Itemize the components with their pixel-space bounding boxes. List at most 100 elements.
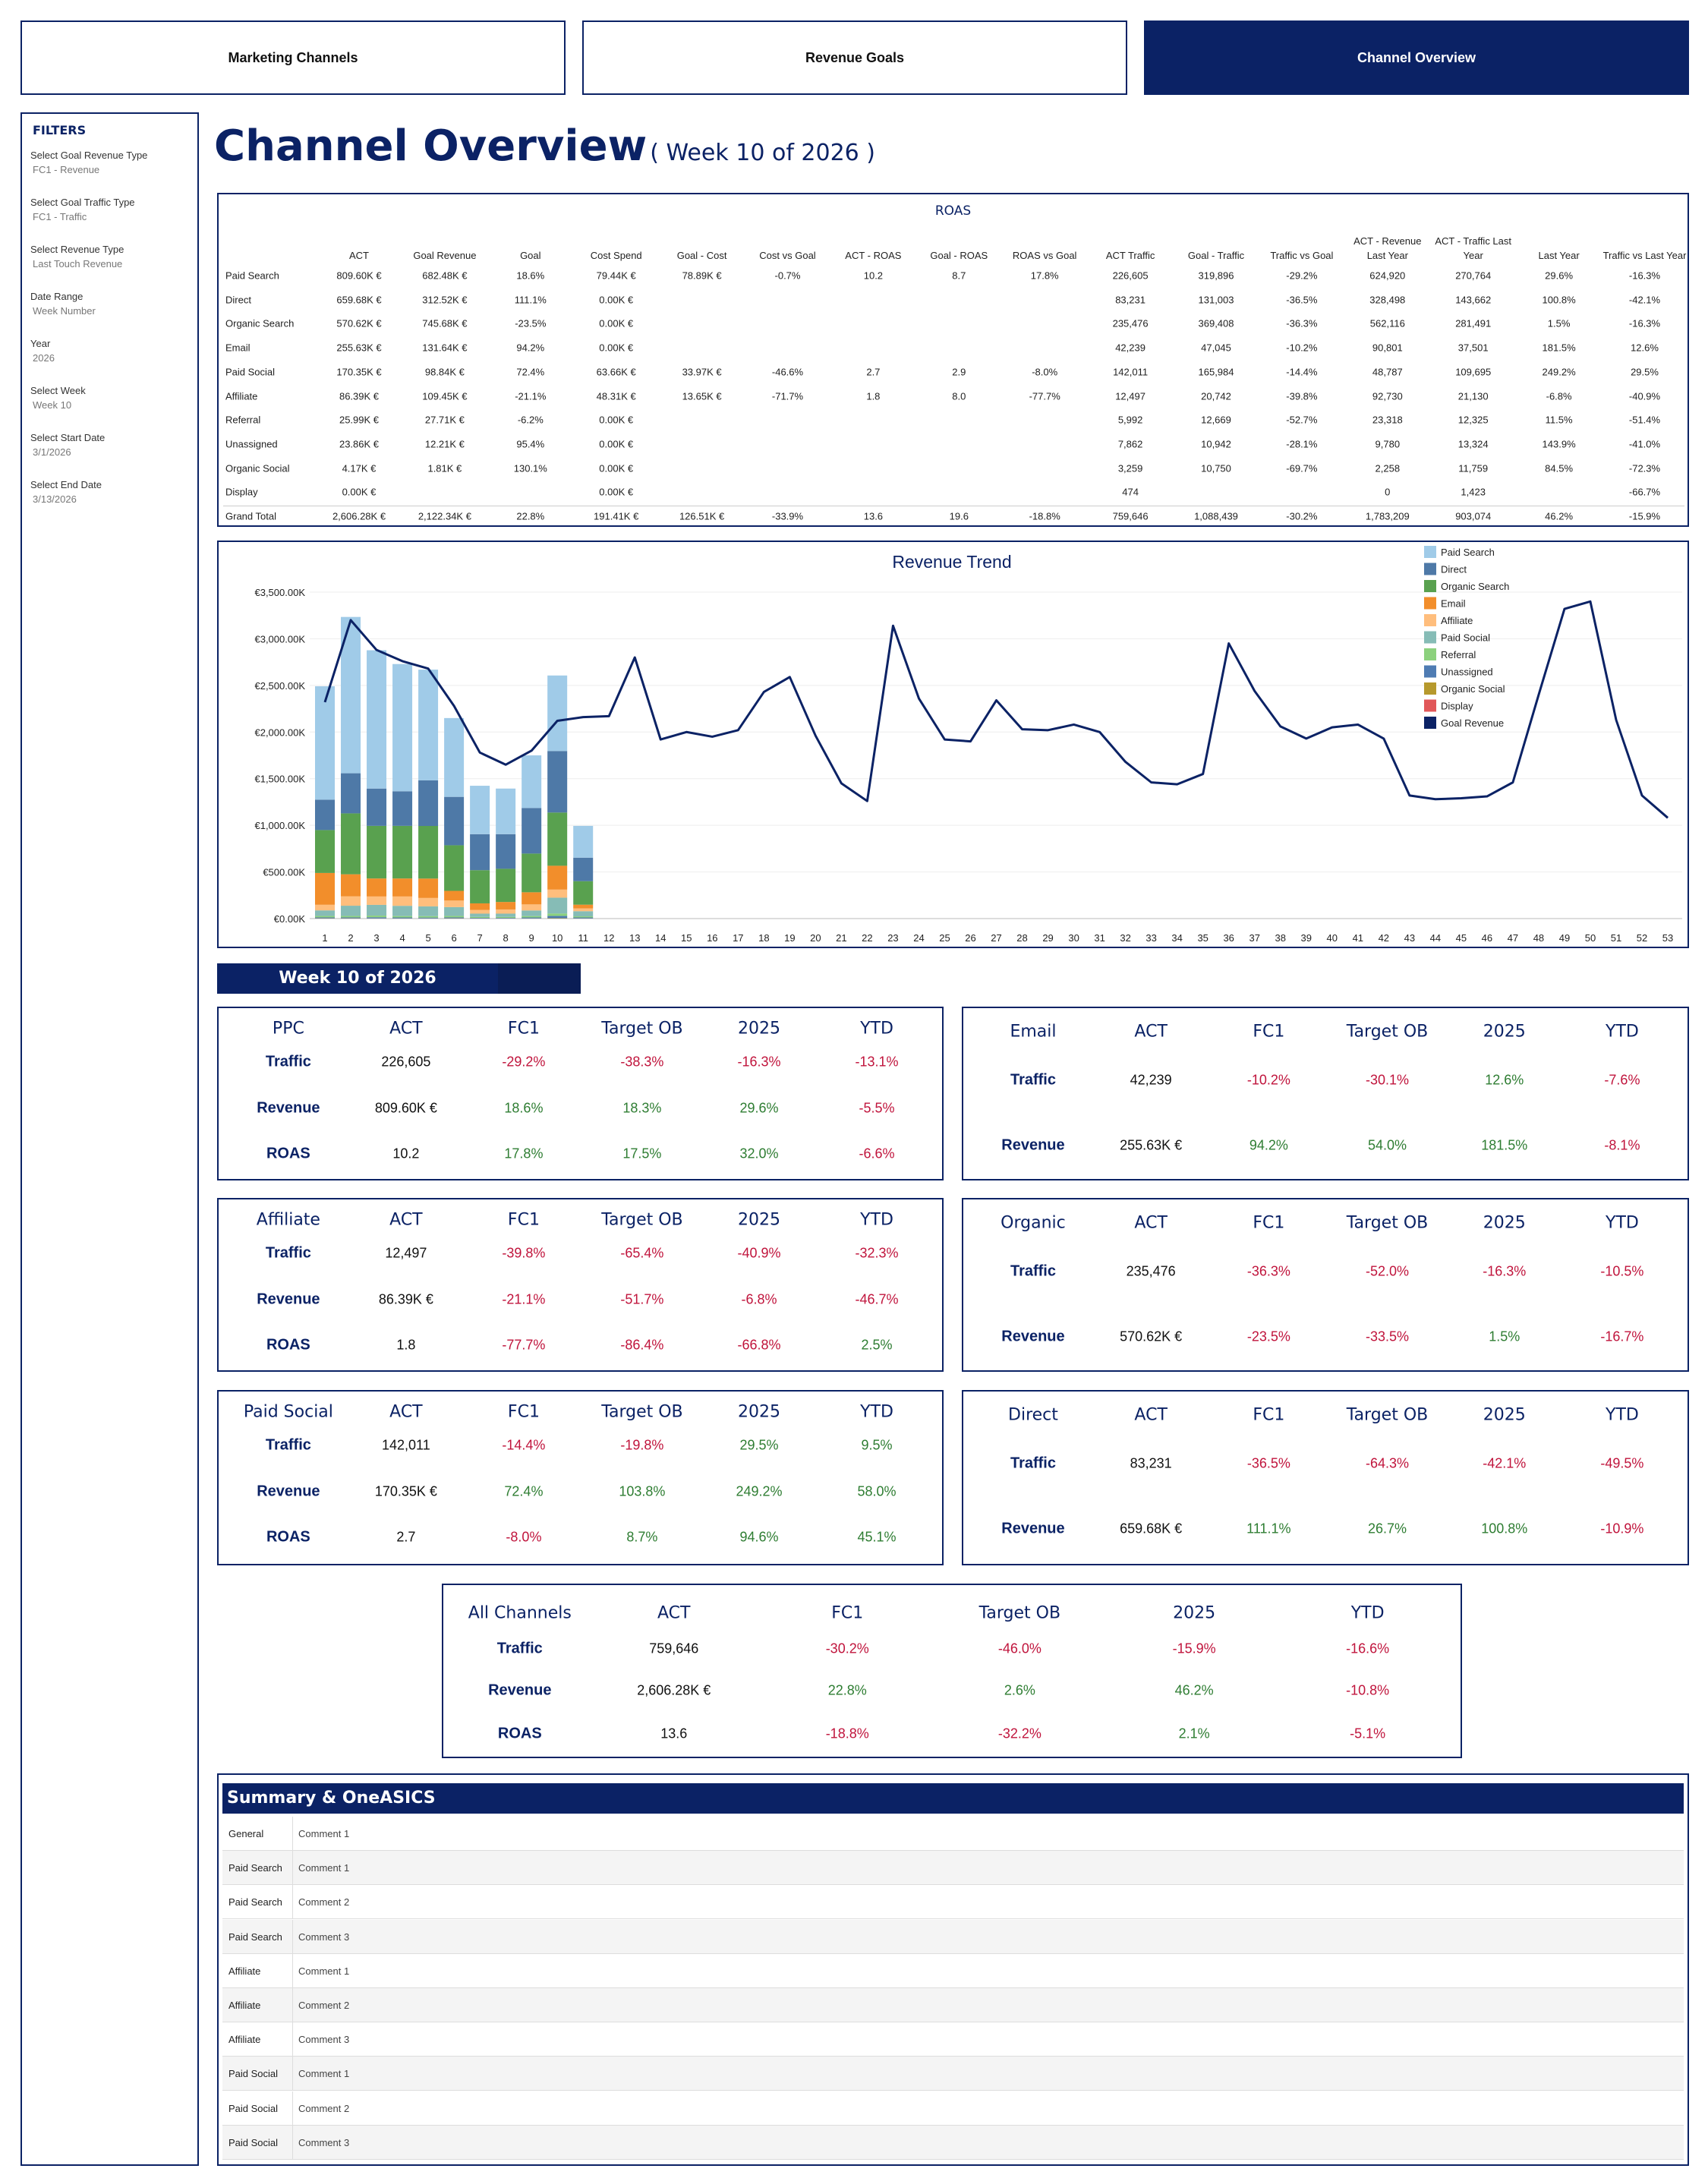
- bar-segment: [547, 889, 568, 898]
- bar-segment: [341, 916, 361, 918]
- card-value: -6.6%: [859, 1146, 895, 1161]
- table-cell: 903,074: [1455, 510, 1492, 522]
- nav-tab[interactable]: Channel Overview: [1144, 20, 1689, 95]
- legend-label: Direct: [1441, 564, 1467, 575]
- x-tick-label: 11: [578, 932, 588, 944]
- card-value: -46.0%: [997, 1641, 1042, 1656]
- bar-segment: [367, 917, 387, 919]
- card-value: 8.7%: [626, 1529, 658, 1545]
- bar-segment: [470, 903, 490, 910]
- bar-segment: [522, 904, 542, 911]
- filter-label: Select Start Date: [30, 432, 106, 443]
- filter-value[interactable]: 3/1/2026: [33, 446, 71, 458]
- filter-value[interactable]: Week 10: [33, 399, 72, 411]
- y-tick-label: €2,500.00K: [254, 680, 305, 692]
- table-cell: 90,801: [1372, 342, 1403, 354]
- table-cell: 1.81K €: [427, 462, 462, 474]
- x-tick-label: 3: [373, 932, 379, 944]
- column-header: Goal - Cost: [676, 250, 727, 261]
- table-title: ROAS: [934, 203, 972, 219]
- table-cell: 2,258: [1375, 462, 1401, 474]
- card-value: 13.6: [660, 1726, 688, 1741]
- x-tick-label: 39: [1301, 932, 1312, 944]
- table-cell: -41.0%: [1628, 438, 1661, 450]
- row-label: Referral: [225, 414, 261, 426]
- filter-value[interactable]: Last Touch Revenue: [33, 258, 123, 269]
- summary-category: Paid Search: [228, 1896, 282, 1909]
- card-title: Organic: [1001, 1213, 1066, 1233]
- table-cell: -39.8%: [1286, 390, 1318, 402]
- week-band: Week 10 of 2026: [217, 963, 581, 994]
- nav-tab[interactable]: Marketing Channels: [20, 20, 566, 95]
- card-value: 255.63K €: [1120, 1137, 1183, 1153]
- x-tick-label: 20: [810, 932, 821, 944]
- nav-tab[interactable]: Revenue Goals: [582, 20, 1127, 95]
- x-tick-label: 29: [1042, 932, 1053, 944]
- bar-segment: [547, 751, 568, 813]
- table-cell: -16.3%: [1628, 317, 1661, 329]
- table-cell: 143.9%: [1542, 438, 1576, 450]
- column-header: Traffic vs Last Year: [1602, 250, 1687, 261]
- x-tick-label: 46: [1482, 932, 1492, 944]
- table-cell: 5,992: [1117, 414, 1143, 426]
- card-title: PPC: [272, 1019, 304, 1039]
- summary-panel: Summary & OneASICS General Comment 1 Paid S…: [217, 1773, 1689, 2166]
- card-value: 9.5%: [861, 1437, 893, 1453]
- card-value: 1.8: [396, 1337, 416, 1353]
- table-cell: 48.31K €: [596, 390, 636, 402]
- column-header: ACT: [349, 250, 369, 261]
- x-tick-label: 25: [939, 932, 950, 944]
- bar-segment: [470, 870, 490, 903]
- card-title: Paid Social: [243, 1402, 333, 1422]
- legend-swatch: [1424, 563, 1436, 575]
- table-cell: 131,003: [1198, 294, 1234, 306]
- filter-value[interactable]: 3/13/2026: [33, 493, 77, 505]
- y-tick-label: €3,500.00K: [254, 587, 305, 598]
- bar-segment: [573, 917, 594, 919]
- card-value: -10.5%: [1600, 1263, 1644, 1279]
- card-row-label: Revenue: [257, 1483, 320, 1500]
- card-header: YTD: [1606, 1022, 1639, 1042]
- column-header: ACT - Traffic Last Year: [1435, 235, 1512, 261]
- card-value: 72.4%: [504, 1483, 544, 1499]
- table-cell: 27.71K €: [424, 414, 465, 426]
- x-tick-label: 34: [1171, 932, 1182, 944]
- summary-row: Paid Search Comment 2: [222, 1885, 1684, 1920]
- x-tick-label: 36: [1223, 932, 1234, 944]
- x-tick-label: 7: [477, 932, 483, 944]
- table-cell: 12,497: [1115, 390, 1145, 402]
- bar-segment: [496, 913, 516, 917]
- bar-segment: [418, 878, 439, 898]
- filter-value[interactable]: Week Number: [33, 305, 96, 317]
- bar-segment: [470, 918, 490, 919]
- card-title: Email: [1010, 1022, 1057, 1042]
- legend-label: Organic Search: [1441, 581, 1509, 592]
- row-label: Grand Total: [225, 510, 276, 522]
- bar-segment: [470, 786, 490, 834]
- table-cell: 63.66K €: [596, 366, 636, 378]
- table-cell: -15.9%: [1628, 510, 1661, 522]
- card-value: 2.7: [396, 1529, 416, 1545]
- bar-segment: [470, 916, 490, 919]
- x-tick-label: 32: [1120, 932, 1130, 944]
- card-header: FC1: [507, 1019, 540, 1039]
- filter-value[interactable]: 2026: [33, 352, 55, 364]
- chart: Revenue Trend €0.00K €500.00K €1,000.00K €1,…: [254, 546, 1682, 944]
- bar-segment: [522, 910, 542, 916]
- card-header: FC1: [507, 1402, 540, 1422]
- week-label: Week 10 of 2026: [279, 969, 436, 988]
- bar-segment: [470, 913, 490, 917]
- filter-value[interactable]: FC1 - Traffic: [33, 211, 87, 222]
- bar-segment: [470, 909, 490, 914]
- card-value: -39.8%: [502, 1245, 546, 1261]
- table-cell: 1.8: [866, 390, 881, 402]
- bar-segment: [496, 902, 516, 909]
- x-tick-label: 28: [1016, 932, 1027, 944]
- bar-segment: [444, 890, 465, 901]
- column-header: Traffic vs Goal: [1270, 250, 1334, 261]
- card-value: 111.1%: [1246, 1521, 1291, 1537]
- card-value: 18.3%: [622, 1100, 662, 1116]
- table-cell: -18.8%: [1029, 510, 1060, 522]
- kpi-card: Organic ACT FC1 Target OB 2025 YTD Traffic 235,…: [962, 1198, 1689, 1372]
- filter-value[interactable]: FC1 - Revenue: [33, 164, 100, 175]
